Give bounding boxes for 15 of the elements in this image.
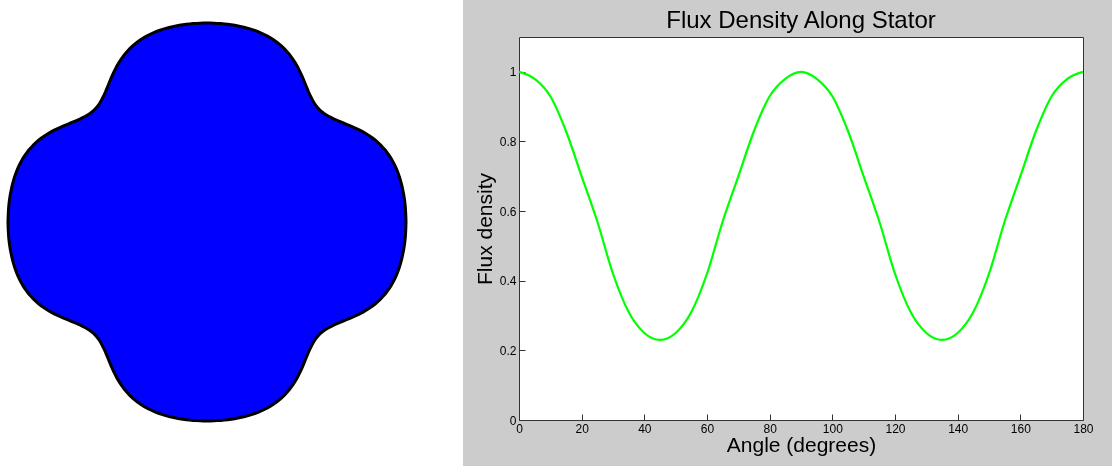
x-tick-label: 160: [1010, 421, 1032, 436]
x-tick-label: 120: [885, 421, 906, 436]
y-tick-label: 0.8: [499, 134, 517, 149]
y-axis-title: Flux density: [472, 172, 496, 286]
x-tick-label: 60: [700, 421, 715, 436]
y-tick-label: 0.4: [499, 274, 517, 289]
x-tick-label: 140: [948, 421, 969, 436]
x-tick-label: 40: [638, 421, 652, 436]
x-tick-label: 20: [575, 421, 590, 436]
line-series: [517, 70, 1085, 342]
y-tick-label: 0.6: [499, 204, 517, 219]
y-tick-label: 1: [509, 65, 517, 80]
chart-title: Flux Density Along Stator: [666, 6, 936, 33]
x-tick-label: 180: [1073, 421, 1094, 436]
y-tick-label: 0.2: [499, 343, 517, 358]
